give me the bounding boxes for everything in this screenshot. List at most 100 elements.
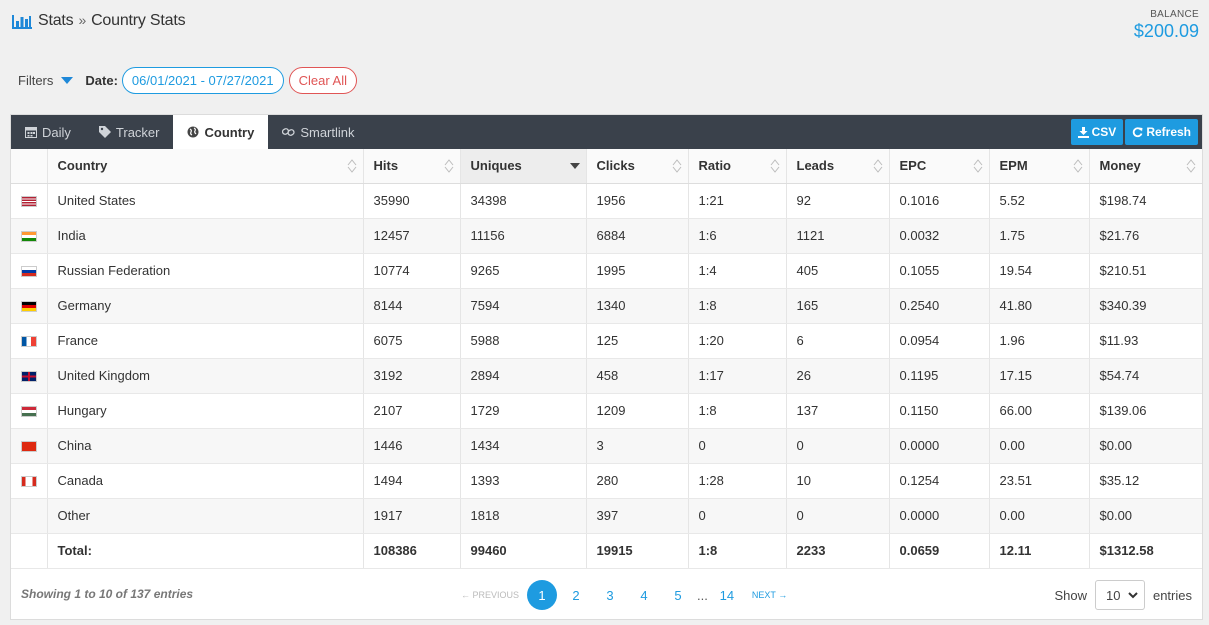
clicks-cell: 1956 [586,183,689,219]
table-row: Hungary 2107 1729 1209 1:8 137 0.1150 66.00 $139… [11,393,1202,429]
money-cell: $139.06 [1089,393,1202,429]
total-uniques: 99460 [460,533,587,569]
country-cell: Russian Federation [47,253,364,289]
country-cell: United States [47,183,364,219]
total-row: Total: 108386 99460 19915 1:8 2233 0.0659 12.11… [11,533,1202,569]
ratio-cell: 1:8 [688,393,787,429]
show-label: Show [1054,587,1087,603]
ratio-cell: 0 [688,428,787,464]
money-cell: $0.00 [1089,498,1202,534]
page-title: Country Stats [91,12,186,29]
clicks-cell: 125 [586,323,689,359]
breadcrumb-stats[interactable]: Stats [38,12,74,29]
column-header-uniques[interactable]: Uniques [460,149,587,184]
sort-both-icon [672,159,681,173]
flag-cell [11,253,48,289]
hits-cell: 12457 [363,218,461,254]
table-row: Germany 8144 7594 1340 1:8 165 0.2540 41.80 $340… [11,288,1202,324]
epc-cell: 0.1150 [889,393,990,429]
column-header-flag [11,149,48,184]
stats-panel: Daily Tracker Country Smartlink CSV Refr… [10,114,1203,620]
ratio-cell: 1:6 [688,218,787,254]
page-button-4[interactable]: 4 [640,587,648,603]
flag-ca-icon [21,476,37,488]
column-header-leads[interactable]: Leads [786,149,890,184]
pagination-ellipsis: ... [697,587,708,603]
page-button-5[interactable]: 5 [674,587,682,603]
leads-cell: 165 [786,288,890,324]
uniques-cell: 2894 [460,358,587,394]
leads-cell: 137 [786,393,890,429]
sort-both-icon [1186,159,1196,173]
country-cell: India [47,218,364,254]
chevron-down-icon [1128,591,1138,598]
balance-box: BALANCE $200.09 [1134,9,1199,42]
uniques-cell: 11156 [460,218,587,254]
clear-all-button[interactable]: Clear All [288,67,358,94]
column-label: Ratio [698,158,732,174]
epc-cell: 0.0000 [889,498,990,534]
page-button-1[interactable]: 1 [527,580,558,610]
epm-cell: 1.75 [989,218,1090,254]
refresh-button[interactable]: Refresh [1125,119,1198,145]
flag-cell [11,533,48,569]
epc-cell: 0.0954 [889,323,990,359]
refresh-icon [1133,126,1143,137]
country-cell: China [47,428,364,464]
date-range-picker[interactable]: 06/01/2021 - 07/27/2021 [121,67,284,94]
epc-cell: 0.1254 [889,463,990,499]
page-button-3[interactable]: 3 [606,587,614,603]
column-header-clicks[interactable]: Clicks [586,149,689,184]
hits-cell: 2107 [363,393,461,429]
tab-tracker[interactable]: Tracker [85,115,174,149]
column-header-hits[interactable]: Hits [363,149,461,184]
next-page-button[interactable]: NEXT → [751,590,788,600]
sort-both-icon [973,159,982,173]
tab-label: Daily [42,124,71,140]
ratio-cell: 1:8 [688,288,787,324]
column-header-money[interactable]: Money [1089,149,1202,184]
epc-cell: 0.1016 [889,183,990,219]
filters-toggle[interactable]: Filters [18,73,54,88]
page-size-select[interactable]: 10 [1094,580,1145,610]
money-cell: $35.12 [1089,463,1202,499]
table-row: Russian Federation 10774 9265 1995 1:4 405 0.1… [11,253,1202,289]
breadcrumb: Stats» Country Stats [12,12,186,30]
total-hits: 108386 [363,533,461,569]
tab-smartlink[interactable]: Smartlink [268,115,368,149]
clicks-cell: 1995 [586,253,689,289]
tab-daily[interactable]: Daily [11,115,85,149]
epm-cell: 17.15 [989,358,1090,394]
column-header-epm[interactable]: EPM [989,149,1090,184]
epm-cell: 1.96 [989,323,1090,359]
column-header-epc[interactable]: EPC [889,149,990,184]
sort-both-icon [1073,159,1082,173]
flag-gb-icon [21,371,37,383]
money-cell: $11.93 [1089,323,1202,359]
page-button-2[interactable]: 2 [572,587,580,603]
tab-country[interactable]: Country [173,115,269,149]
column-header-ratio[interactable]: Ratio [688,149,787,184]
leads-cell: 0 [786,498,890,534]
entries-label: entries [1152,587,1192,603]
flag-cell [11,323,48,359]
country-cell: United Kingdom [47,358,364,394]
country-cell: France [47,323,364,359]
country-cell: Other [47,498,364,534]
caret-down-icon[interactable] [61,77,74,84]
ratio-cell: 1:28 [688,463,787,499]
uniques-cell: 1729 [460,393,587,429]
epc-cell: 0.0000 [889,428,990,464]
column-label: EPC [899,158,927,174]
column-header-country[interactable]: Country [47,149,364,184]
leads-cell: 92 [786,183,890,219]
refresh-label: Refresh [1146,125,1191,139]
flag-de-icon [21,301,37,313]
hits-cell: 1494 [363,463,461,499]
previous-page-button[interactable]: ← PREVIOUS [461,590,520,600]
tab-label: Smartlink [300,124,355,140]
page-button-last[interactable]: 14 [719,587,735,603]
leads-cell: 0 [786,428,890,464]
csv-button[interactable]: CSV [1070,119,1124,145]
total-epc: 0.0659 [889,533,990,569]
